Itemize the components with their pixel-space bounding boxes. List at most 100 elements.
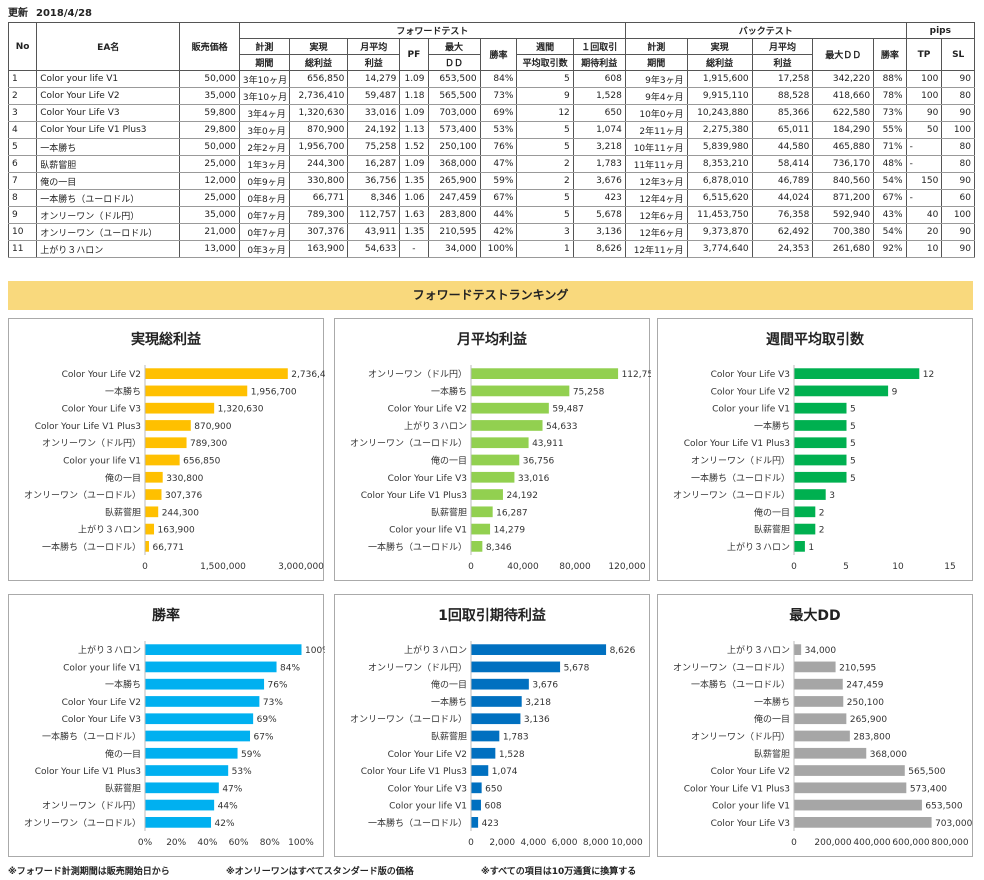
bar xyxy=(471,696,522,707)
value-label: 244,300 xyxy=(162,508,199,518)
cell-b-period: 12年6ヶ月 xyxy=(624,223,688,241)
table-row: 3 Color Your Life V3 59,800 3年4ヶ月 1,320,630 3… xyxy=(7,104,975,122)
value-label: 703,000 xyxy=(935,819,972,829)
value-label: 16,287 xyxy=(496,508,528,518)
cell-ea: 俺の一目 xyxy=(36,172,181,190)
chart-title: 1回取引期待利益 xyxy=(438,608,546,624)
value-label: 1,074 xyxy=(492,767,518,777)
bar xyxy=(471,506,493,518)
value-label: 59% xyxy=(241,750,261,760)
category-label: Color Your Life V3 xyxy=(388,474,467,484)
cell-b-win: 55% xyxy=(873,121,907,139)
cell-b-period: 2年11ヶ月 xyxy=(624,121,688,139)
cell-tp: 40 xyxy=(905,206,943,224)
cell-f-profit: 1,320,630 xyxy=(288,104,349,122)
category-label: 上がり３ハロン xyxy=(78,524,141,536)
tick-label: 120,000 xyxy=(608,562,645,572)
cell-sl: 80 xyxy=(941,87,975,105)
cell-f-win: 42% xyxy=(479,223,518,241)
header-f-profit-1: 実現 xyxy=(288,38,349,55)
bar xyxy=(145,541,149,552)
cell-sl: 90 xyxy=(941,240,975,258)
header-f-pf: PF xyxy=(399,38,429,71)
value-label: 565,500 xyxy=(908,767,945,777)
cell-b-dd: 418,660 xyxy=(812,87,875,105)
category-label: 俺の一目 xyxy=(105,472,141,484)
cell-b-dd: 736,170 xyxy=(812,155,875,173)
category-label: Color your life V1 xyxy=(712,802,790,812)
cell-b-dd: 622,580 xyxy=(812,104,875,122)
cell-f-profit: 163,900 xyxy=(288,240,349,258)
bar xyxy=(145,661,277,673)
bar xyxy=(794,523,816,535)
bar xyxy=(145,696,260,707)
cell-b-monthly: 85,366 xyxy=(751,104,814,122)
category-label: Color Your Life V3 xyxy=(62,715,141,725)
bar xyxy=(471,730,500,742)
bar xyxy=(471,765,489,776)
value-label: 59,487 xyxy=(552,405,584,415)
value-label: 76% xyxy=(268,681,288,691)
cell-f-monthly: 54,633 xyxy=(347,240,401,258)
cell-tp: - xyxy=(905,138,943,156)
value-label: 84% xyxy=(280,663,300,673)
value-label: 1,320,630 xyxy=(218,405,264,415)
bar xyxy=(794,644,802,655)
bar xyxy=(145,523,155,535)
bar xyxy=(145,765,229,776)
cell-no: 7 xyxy=(7,172,38,190)
category-label: Color Your Life V2 xyxy=(388,750,467,760)
cell-f-dd: 265,900 xyxy=(427,172,481,190)
bar xyxy=(471,489,503,500)
bar xyxy=(145,644,302,655)
header-f-monthly-2: 利益 xyxy=(347,54,401,71)
cell-b-period: 12年6ヶ月 xyxy=(624,206,688,224)
cell-f-pf: 1.13 xyxy=(399,121,429,139)
cell-tp: 90 xyxy=(905,104,943,122)
header-f-profit-2: 総利益 xyxy=(288,54,349,71)
cell-tp: 150 xyxy=(905,172,943,190)
category-label: オンリーワン（ユーロドル） xyxy=(24,818,141,829)
cell-f-pf: 1.09 xyxy=(399,104,429,122)
value-label: 5,678 xyxy=(564,663,590,673)
header-f-win: 勝率 xyxy=(479,38,518,71)
bar xyxy=(145,713,254,725)
category-label: Color Your Life V1 Plus3 xyxy=(684,439,790,449)
chart-title: 実現総利益 xyxy=(131,332,201,348)
cell-b-win: 71% xyxy=(873,138,907,156)
cell-f-monthly: 33,016 xyxy=(347,104,401,122)
tick-label: 60% xyxy=(229,838,249,848)
bar xyxy=(794,765,905,776)
cell-b-monthly: 17,258 xyxy=(751,70,814,88)
value-label: 66,771 xyxy=(152,543,184,553)
cell-no: 1 xyxy=(7,70,38,88)
value-label: 210,595 xyxy=(839,663,876,673)
tick-label: 0% xyxy=(138,838,153,848)
chart-svg: 上がり３ハロン 100% Color your life V1 84% 一本勝ち 76% C… xyxy=(24,641,325,848)
value-label: 247,459 xyxy=(846,681,883,691)
cell-price: 50,000 xyxy=(179,138,240,156)
value-label: 36,756 xyxy=(523,457,555,467)
tick-label: 0 xyxy=(468,838,474,848)
header-tp: TP xyxy=(905,38,943,71)
tick-label: 20% xyxy=(166,838,186,848)
category-label: オンリーワン（ユーロドル） xyxy=(350,438,467,449)
value-label: 870,900 xyxy=(194,422,231,432)
cell-no: 6 xyxy=(7,155,38,173)
cell-f-dd: 34,000 xyxy=(427,240,481,258)
tick-label: 0 xyxy=(791,562,797,572)
cell-f-pf: 1.35 xyxy=(399,223,429,241)
category-label: Color Your Life V1 Plus3 xyxy=(684,784,790,794)
value-label: 307,376 xyxy=(165,491,202,501)
cell-f-monthly: 75,258 xyxy=(347,138,401,156)
category-label: オンリーワン（ドル円） xyxy=(368,369,467,380)
cell-f-pf: 1.09 xyxy=(399,155,429,173)
cell-b-profit: 11,453,750 xyxy=(686,206,753,224)
table-row: 9 オンリーワン（ドル円） 35,000 0年7ヶ月 789,300 112,757 1.6… xyxy=(7,206,975,224)
cell-f-period: 3年4ヶ月 xyxy=(238,104,290,122)
bar xyxy=(794,747,867,759)
cell-b-dd: 592,940 xyxy=(812,206,875,224)
bar xyxy=(471,541,483,552)
value-label: 43,911 xyxy=(532,439,564,449)
tick-label: 200,000 xyxy=(814,838,851,848)
